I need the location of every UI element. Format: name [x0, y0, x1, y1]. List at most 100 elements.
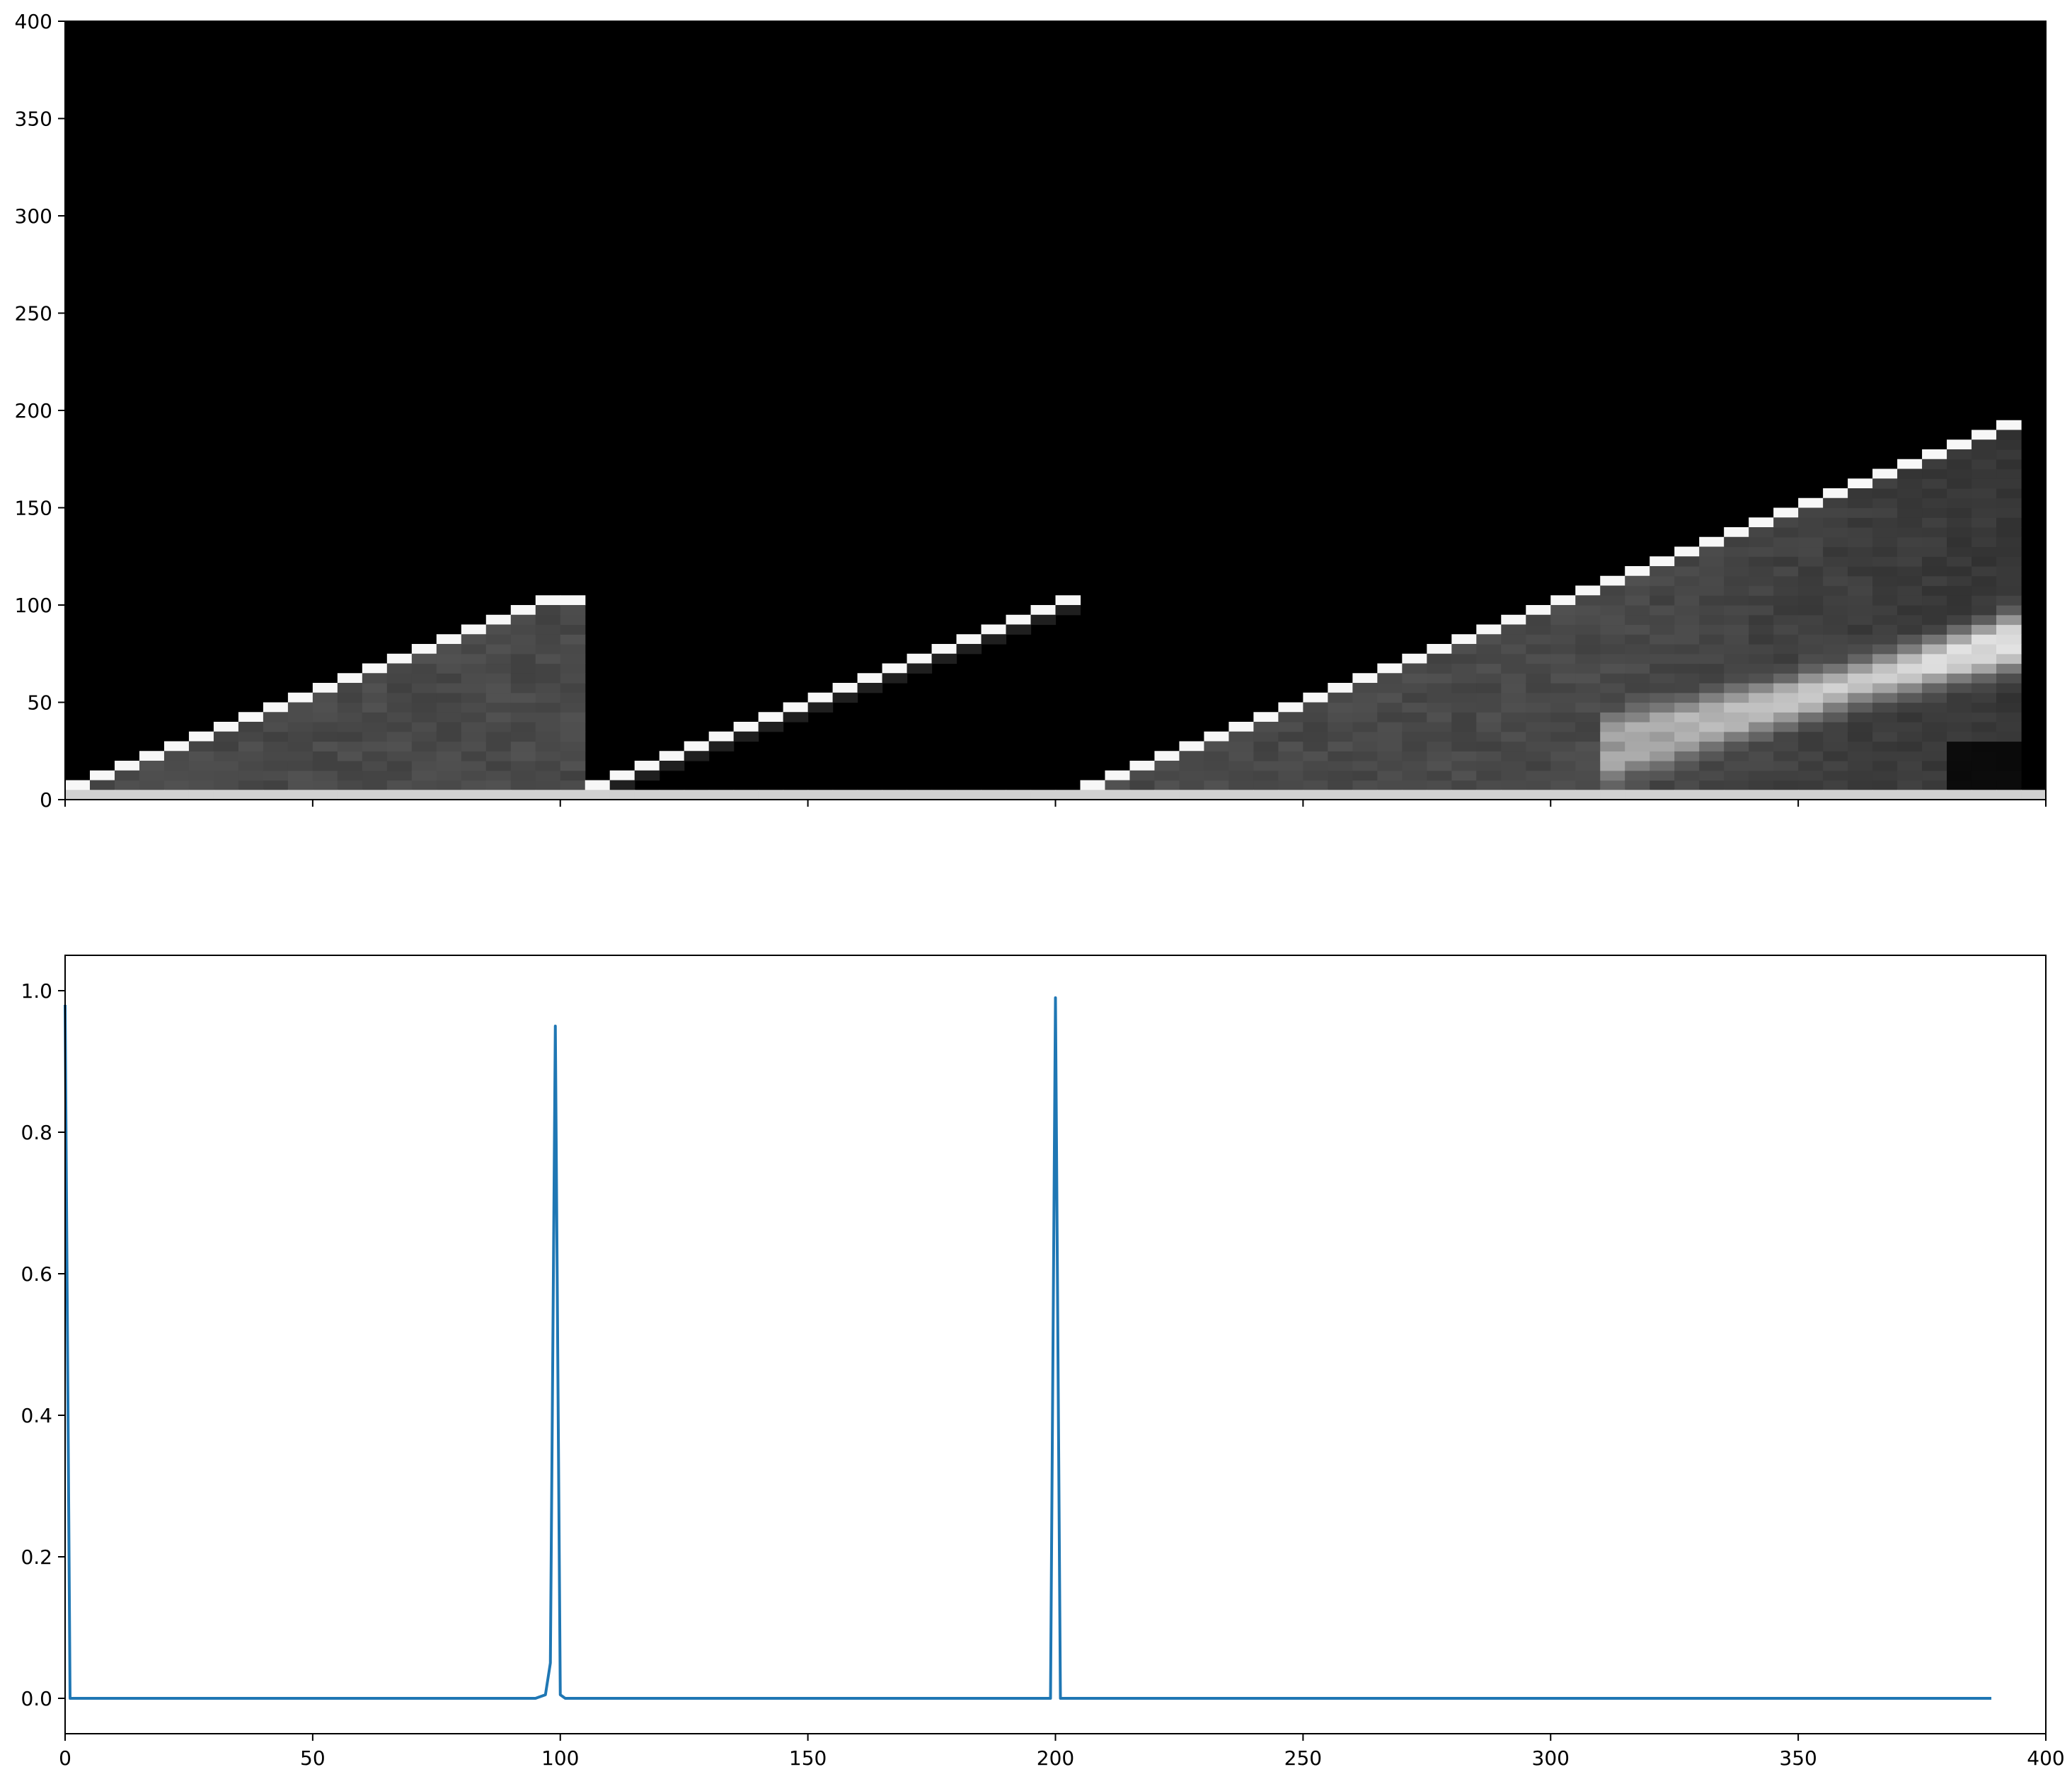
heatmap-fill-cell	[1922, 497, 1947, 509]
heatmap-fill-cell	[1773, 527, 1799, 538]
heatmap-bottom-row-cell	[1278, 790, 1303, 800]
heatmap-fill-cell	[1996, 624, 2022, 635]
heatmap-fill-cell	[1699, 634, 1725, 645]
heatmap-fill-cell	[1848, 634, 1873, 645]
heatmap-bottom-row-cell	[436, 790, 462, 800]
heatmap-fill-cell	[1204, 751, 1230, 761]
heatmap-fill-cell	[1823, 722, 1848, 732]
heatmap-fill-cell	[1972, 517, 1997, 528]
heatmap-fill-cell	[1699, 770, 1725, 781]
heatmap-fill-cell	[1600, 770, 1625, 781]
heatmap-fill-cell	[1922, 770, 1947, 781]
heatmap-fill-cell	[1650, 731, 1675, 742]
heatmap-fill-cell	[1922, 634, 1947, 645]
heatmap-fill-cell	[1377, 712, 1403, 722]
heatmap-bottom-row-cell	[1872, 790, 1898, 800]
heatmap-fill-cell	[1699, 585, 1725, 596]
heatmap-bottom-row-cell	[188, 790, 214, 800]
heatmap-fill-cell	[1996, 536, 2022, 548]
heatmap-fill-cell	[1625, 663, 1650, 674]
heatmap-fill-cell	[362, 692, 388, 703]
heatmap-fill-cell	[560, 614, 586, 626]
heatmap-fill-cell	[535, 692, 561, 703]
heatmap-fill-cell	[510, 761, 536, 771]
heatmap-fill-cell	[1798, 673, 1824, 684]
heatmap-fill-cell	[1897, 770, 1923, 781]
line-x-ticks: 0 50 100 150 200 250 300 350 400	[59, 1734, 2065, 1770]
heatmap-fill-cell	[1897, 546, 1923, 557]
heatmap-fill-cell	[1674, 741, 1700, 752]
heatmap-fill-cell	[560, 770, 586, 781]
heatmap-fill-cell	[1501, 751, 1526, 761]
heatmap-fill-cell	[1724, 634, 1749, 645]
heatmap-fill-cell	[1575, 722, 1601, 732]
heatmap-shadow-cell	[906, 663, 933, 674]
heatmap-fill-cell	[1724, 556, 1749, 567]
heatmap-fill-cell	[1848, 731, 1873, 742]
heatmap-bottom-row-cell	[535, 790, 561, 800]
heatmap-fill-cell	[1823, 663, 1848, 674]
heatmap-fill-cell	[1328, 692, 1353, 703]
heatmap-fill-cell	[1798, 683, 1824, 693]
heatmap-fill-cell	[1377, 692, 1403, 703]
heatmap-fill-cell	[1872, 497, 1898, 509]
heatmap-fill-cell	[1575, 624, 1601, 635]
heatmap-diagonal-cell	[1823, 488, 1848, 499]
heatmap-fill-cell	[1526, 722, 1551, 732]
heatmap-fill-cell	[1922, 575, 1947, 587]
heatmap-fill-cell	[213, 770, 239, 781]
heatmap-fill-cell	[560, 634, 586, 645]
heatmap-fill-cell	[1575, 683, 1601, 693]
heatmap-fill-cell	[386, 663, 413, 674]
heatmap-fill-cell	[411, 692, 437, 703]
heatmap-fill-cell	[1823, 546, 1848, 557]
heatmap-fill-cell	[1897, 644, 1923, 655]
heatmap-fill-cell	[263, 761, 289, 771]
heatmap-fill-cell	[510, 770, 536, 781]
heatmap-fill-cell	[1228, 780, 1254, 790]
heatmap-fill-cell	[1402, 761, 1427, 771]
heatmap-fill-cell	[560, 722, 586, 732]
heatmap-diagonal-cell	[1427, 644, 1452, 655]
heatmap-bottom-row-cell	[312, 790, 338, 800]
heatmap-fill-cell	[1278, 751, 1303, 761]
heatmap-fill-cell	[485, 663, 512, 674]
heatmap-fill-cell	[337, 731, 363, 742]
heatmap-fill-cell	[1848, 614, 1873, 626]
heatmap-fill-cell	[1674, 663, 1700, 674]
heatmap-bottom-row-cell	[758, 790, 784, 800]
heatmap-diagonal-cell	[931, 644, 957, 655]
heatmap-fill-cell	[1872, 663, 1898, 674]
heatmap-fill-cell	[1823, 780, 1848, 790]
line-y-ticks: 0.0 0.2 0.4 0.6 0.8 1.0	[21, 979, 65, 1710]
heatmap-fill-cell	[188, 741, 214, 752]
heatmap-diagonal-cell	[1600, 575, 1625, 587]
heatmap-fill-cell	[1972, 644, 1997, 655]
heatmap-fill-cell	[1600, 751, 1625, 761]
heatmap-fill-cell	[386, 692, 413, 703]
heatmap-fill-cell	[1897, 497, 1923, 509]
heatmap-fill-cell	[1476, 731, 1502, 742]
heatmap-fill-cell	[1179, 761, 1205, 771]
heatmap-fill-cell	[1972, 653, 1997, 664]
heatmap-fill-cell	[1674, 575, 1700, 587]
heatmap-fill-cell	[1773, 614, 1799, 626]
heatmap-fill-cell	[1699, 702, 1725, 713]
heatmap-fill-cell	[1377, 780, 1403, 790]
heatmap-fill-cell	[1724, 653, 1749, 664]
heatmap-fill-cell	[188, 751, 214, 761]
heatmap-fill-cell	[1501, 731, 1526, 742]
heatmap-fill-cell	[1922, 741, 1947, 752]
heatmap-fill-cell	[1278, 741, 1303, 752]
heatmap-fill-cell	[1897, 712, 1923, 722]
heatmap-diagonal-cell	[1105, 770, 1131, 781]
heatmap-fill-cell	[1377, 761, 1403, 771]
heatmap-fill-cell	[1922, 624, 1947, 635]
heatmap-fill-cell	[1996, 653, 2022, 664]
heatmap-bottom-row-cell	[1179, 790, 1205, 800]
heatmap-fill-cell	[1724, 780, 1749, 790]
heatmap-bottom-row-cell	[1154, 790, 1180, 800]
heatmap-fill-cell	[1154, 780, 1180, 790]
heatmap-fill-cell	[1823, 614, 1848, 626]
heatmap-diagonal-cell	[1897, 459, 1923, 470]
